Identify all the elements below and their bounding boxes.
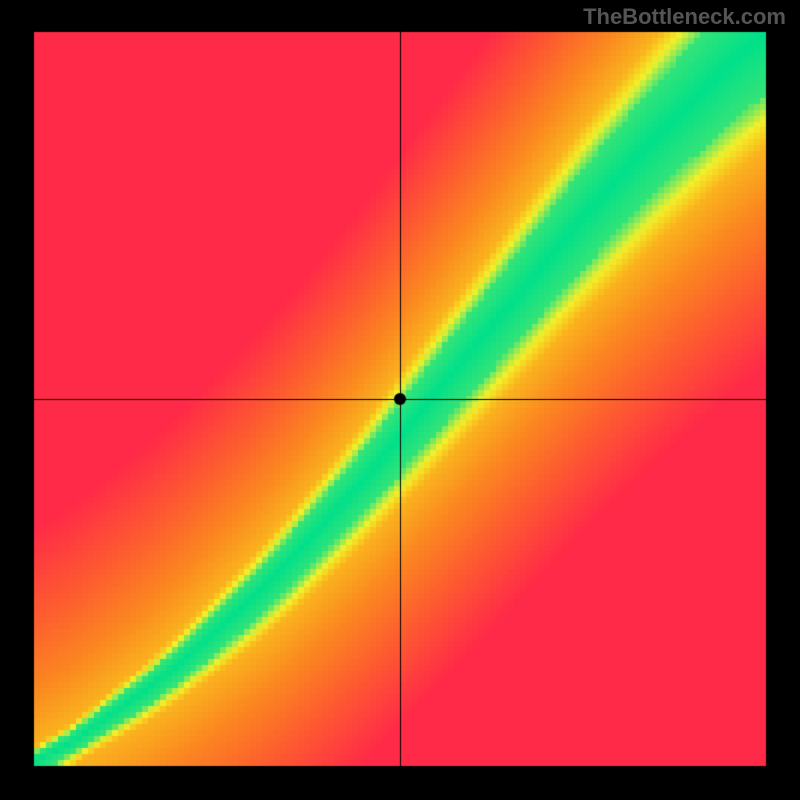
bottleneck-heatmap xyxy=(0,0,800,800)
